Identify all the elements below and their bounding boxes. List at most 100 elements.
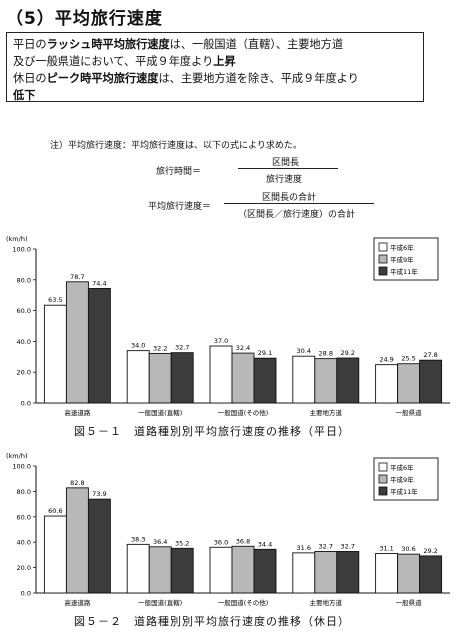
bar-1 — [126, 350, 150, 404]
legend-label: 平成9年 — [390, 255, 414, 264]
bar-1 — [126, 543, 150, 594]
bar-value-label: 29.1 — [258, 349, 272, 357]
y-axis-unit-label: (km/h) — [6, 452, 27, 460]
bar-value-label: 28.8 — [319, 350, 333, 358]
bar-3 — [87, 287, 111, 404]
category-label: 高速道路 — [64, 408, 91, 417]
summary-line-3: 休日のピーク時平均旅行速度は、主要地方道を除き、平成９年度より — [13, 70, 417, 87]
y-axis-unit-label: (km/h) — [6, 235, 27, 243]
bar-value-label: 32.7 — [319, 542, 333, 550]
bar-3 — [253, 548, 277, 594]
bar-2 — [148, 546, 172, 594]
bar-value-label: 73.9 — [92, 490, 106, 498]
legend-swatch — [378, 474, 388, 484]
summary-line-2: 及び一般県道において、平成９年度より上昇 — [13, 53, 417, 70]
bar-3 — [419, 555, 443, 594]
bar-2 — [148, 352, 172, 404]
bar-2 — [231, 545, 255, 594]
bar-3 — [170, 547, 194, 594]
bar-3 — [170, 352, 194, 404]
bar-value-label: 30.4 — [297, 347, 311, 355]
summary-emphasis: ピーク時平均旅行速度 — [46, 72, 159, 85]
formula1-numerator: 区間長 — [272, 158, 300, 168]
bar-2 — [65, 281, 89, 404]
bar-1 — [292, 355, 316, 404]
bar-value-label: 32.7 — [175, 344, 189, 352]
legend-label: 平成6年 — [390, 243, 414, 252]
bar-value-label: 32.2 — [153, 344, 167, 352]
chart1-caption: 図５－１ 道路種別別平均旅行速度の推移（平日） — [74, 425, 350, 438]
summary-text: 及び一般県道において、平成９年度より — [13, 55, 214, 68]
bar-1 — [43, 515, 67, 594]
chart-holiday: (km/h) 0.0 20.0 40.0 60.0 80.0 100.0 60.6 82.8 73… — [6, 452, 450, 607]
legend-swatch — [378, 462, 388, 472]
bar-value-label: 25.5 — [401, 355, 415, 363]
category-label: 一般国道(直轄) — [138, 408, 182, 417]
bar-3 — [336, 551, 360, 594]
y-tick-label: 20.0 — [17, 564, 31, 572]
summary-text: 平日の — [13, 38, 47, 51]
summary-text: 休日の — [13, 72, 47, 85]
legend-swatch — [378, 254, 388, 264]
bar-value-label: 31.1 — [379, 545, 393, 553]
category-label: 一般国道(直轄) — [138, 598, 182, 607]
bar-2 — [314, 358, 338, 404]
y-tick-label: 80.0 — [17, 276, 31, 284]
bar-value-label: 32.4 — [236, 344, 250, 352]
category-label: 高速道路 — [64, 598, 91, 607]
formula2-lhs: 平均旅行速度＝ — [148, 202, 212, 212]
legend-swatch — [378, 486, 388, 496]
bar-3 — [336, 357, 360, 404]
bar-value-label: 36.8 — [236, 537, 250, 545]
bar-2 — [397, 553, 421, 594]
bar-value-label: 32.7 — [341, 542, 355, 550]
bar-value-label: 29.2 — [341, 349, 355, 357]
legend-label: 平成9年 — [390, 475, 414, 484]
bar-3 — [87, 498, 111, 594]
bar-value-label: 34.4 — [258, 540, 272, 548]
bar-value-label: 29.2 — [423, 547, 437, 555]
chart2-caption: 図５－２ 道路種別別平均旅行速度の推移（休日） — [74, 615, 350, 628]
formula1-denominator: 旅行速度 — [266, 175, 303, 185]
summary-emphasis: 低下 — [13, 89, 36, 102]
bar-value-label: 37.0 — [214, 337, 228, 345]
category-label: 一般国道(その他) — [218, 598, 269, 607]
bar-3 — [419, 359, 443, 404]
bar-1 — [209, 345, 233, 404]
y-tick-label: 60.0 — [17, 307, 31, 315]
y-tick-label: 100.0 — [12, 463, 31, 471]
bar-value-label: 60.6 — [48, 507, 62, 515]
bar-value-label: 63.5 — [48, 296, 62, 304]
summary-emphasis: 上昇 — [213, 55, 236, 68]
y-tick-label: 60.0 — [17, 513, 31, 521]
bar-value-label: 82.8 — [70, 479, 84, 487]
bar-1 — [209, 546, 233, 594]
formula1-fraction-line — [238, 168, 338, 169]
bar-value-label: 34.0 — [131, 342, 145, 350]
category-label: 一般県道 — [396, 408, 423, 417]
y-tick-label: 20.0 — [17, 369, 31, 377]
formula2-fraction-line — [224, 203, 374, 204]
formula1-lhs: 旅行時間＝ — [156, 167, 202, 177]
y-tick-label: 100.0 — [12, 246, 31, 254]
formula2-numerator: 区間長の合計 — [262, 193, 317, 203]
formula2-denominator: （区間長／旅行速度）の合計 — [238, 210, 356, 220]
y-tick-label: 40.0 — [17, 539, 31, 547]
legend-label: 平成6年 — [390, 463, 414, 472]
summary-box: 平日のラッシュ時平均旅行速度は、一般国道（直轄）、主要地方道 及び一般県道におい… — [6, 32, 424, 102]
bar-1 — [292, 552, 316, 594]
bar-1 — [375, 553, 399, 594]
category-label: 一般県道 — [396, 598, 423, 607]
bar-value-label: 38.3 — [131, 535, 145, 543]
y-tick-label: 80.0 — [17, 488, 31, 496]
bar-1 — [43, 304, 67, 404]
category-label: 主要地方道 — [310, 408, 343, 417]
bar-value-label: 30.6 — [401, 545, 415, 553]
chart-weekday: (km/h) 0.0 20.0 40.0 60.0 80.0 100.0 63.5 78.7 74… — [6, 235, 450, 417]
legend-swatch — [378, 266, 388, 276]
y-tick-label: 0.0 — [21, 400, 31, 408]
bar-value-label: 31.6 — [297, 544, 311, 552]
bar-value-label: 78.7 — [70, 273, 84, 281]
